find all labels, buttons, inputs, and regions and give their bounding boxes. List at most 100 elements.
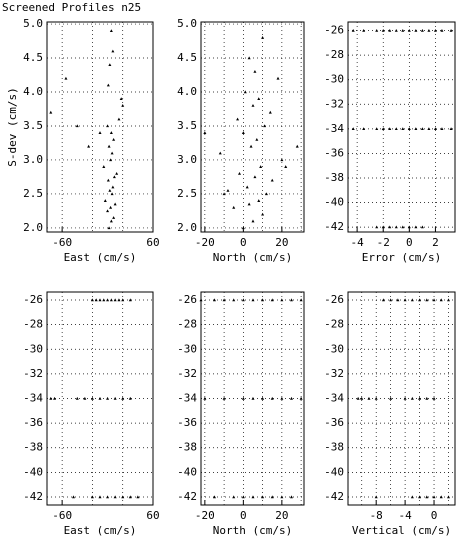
- point: [407, 127, 411, 131]
- x-tick-label: 20: [275, 236, 288, 249]
- y-tick-label: 5.0: [177, 17, 197, 30]
- point: [241, 298, 245, 302]
- y-tick-label: 2.0: [23, 221, 43, 234]
- point: [238, 171, 242, 175]
- point: [245, 185, 249, 189]
- y-tick-label: 2.0: [177, 221, 197, 234]
- point: [381, 298, 385, 302]
- point: [427, 28, 431, 32]
- point: [102, 298, 106, 302]
- point: [270, 178, 274, 182]
- point: [109, 29, 113, 33]
- point: [108, 63, 112, 67]
- point: [449, 127, 453, 131]
- x-tick-label: 0: [240, 509, 247, 522]
- x-axis-label: Error (cm/s): [362, 251, 441, 264]
- y-tick-label: -26: [177, 293, 197, 306]
- point: [374, 396, 378, 400]
- point: [247, 56, 251, 60]
- y-tick-label: 5.0: [23, 17, 43, 30]
- point: [241, 495, 245, 499]
- point: [232, 298, 236, 302]
- y-tick-label: -42: [23, 490, 43, 503]
- y-tick-label: -40: [324, 196, 344, 209]
- point: [251, 219, 255, 223]
- point: [264, 192, 268, 196]
- y-tick-label: -34: [177, 392, 197, 405]
- point: [98, 131, 102, 134]
- point: [414, 28, 418, 32]
- y-tick-label: 3.0: [23, 153, 43, 166]
- point: [381, 225, 385, 229]
- point: [446, 298, 450, 302]
- point: [425, 396, 429, 400]
- point: [270, 396, 274, 400]
- y-tick-label: 2.5: [177, 187, 197, 200]
- point: [414, 225, 418, 229]
- point: [280, 495, 284, 499]
- figure-title: Screened Profiles n25: [2, 1, 141, 14]
- point: [109, 219, 113, 223]
- y-tick-label: -42: [324, 490, 344, 503]
- y-tick-label: -32: [177, 367, 197, 380]
- point: [299, 396, 303, 400]
- point: [388, 28, 392, 32]
- point: [418, 298, 422, 302]
- point: [113, 495, 117, 499]
- point: [351, 28, 355, 32]
- point: [136, 495, 140, 499]
- y-tick-label: 4.0: [23, 85, 43, 98]
- point: [222, 396, 226, 400]
- point: [276, 76, 280, 80]
- point: [109, 158, 113, 162]
- point: [236, 117, 240, 121]
- point: [257, 97, 261, 100]
- point: [128, 298, 132, 302]
- y-tick-label: -34: [23, 392, 43, 405]
- point: [90, 495, 94, 499]
- point: [112, 175, 116, 179]
- point: [440, 28, 444, 32]
- point: [410, 298, 414, 302]
- y-tick-label: -30: [177, 342, 197, 355]
- point: [362, 127, 366, 131]
- y-tick-label: -38: [324, 441, 344, 454]
- point: [446, 495, 450, 499]
- point: [299, 298, 303, 302]
- point: [113, 396, 117, 400]
- y-tick-label: -28: [324, 48, 344, 61]
- x-axis-label: East (cm/s): [64, 251, 137, 264]
- point: [241, 131, 245, 134]
- y-tick-label: -38: [324, 171, 344, 184]
- point: [425, 298, 429, 302]
- point: [222, 298, 226, 302]
- point: [440, 127, 444, 131]
- point: [121, 396, 125, 400]
- point: [251, 396, 255, 400]
- x-tick-label: 0: [406, 236, 413, 249]
- y-tick-label: -38: [23, 441, 43, 454]
- point: [432, 396, 436, 400]
- point: [389, 396, 393, 400]
- point: [111, 49, 115, 53]
- point: [109, 298, 113, 302]
- y-tick-label: -38: [177, 441, 197, 454]
- y-tick-label: -42: [324, 220, 344, 233]
- point: [94, 298, 98, 302]
- x-axis-label: Vertical (cm/s): [352, 524, 451, 537]
- point: [261, 495, 265, 499]
- x-tick-label: -8: [370, 509, 383, 522]
- point: [251, 298, 255, 302]
- y-tick-label: -30: [324, 73, 344, 86]
- point: [414, 127, 418, 131]
- point: [439, 298, 443, 302]
- point: [243, 90, 247, 94]
- y-tick-label: -34: [324, 392, 344, 405]
- point: [403, 298, 407, 302]
- y-tick-label: -40: [23, 465, 43, 478]
- point: [247, 202, 251, 206]
- point: [121, 298, 125, 302]
- point: [83, 396, 87, 400]
- point: [367, 396, 371, 400]
- point: [432, 495, 436, 499]
